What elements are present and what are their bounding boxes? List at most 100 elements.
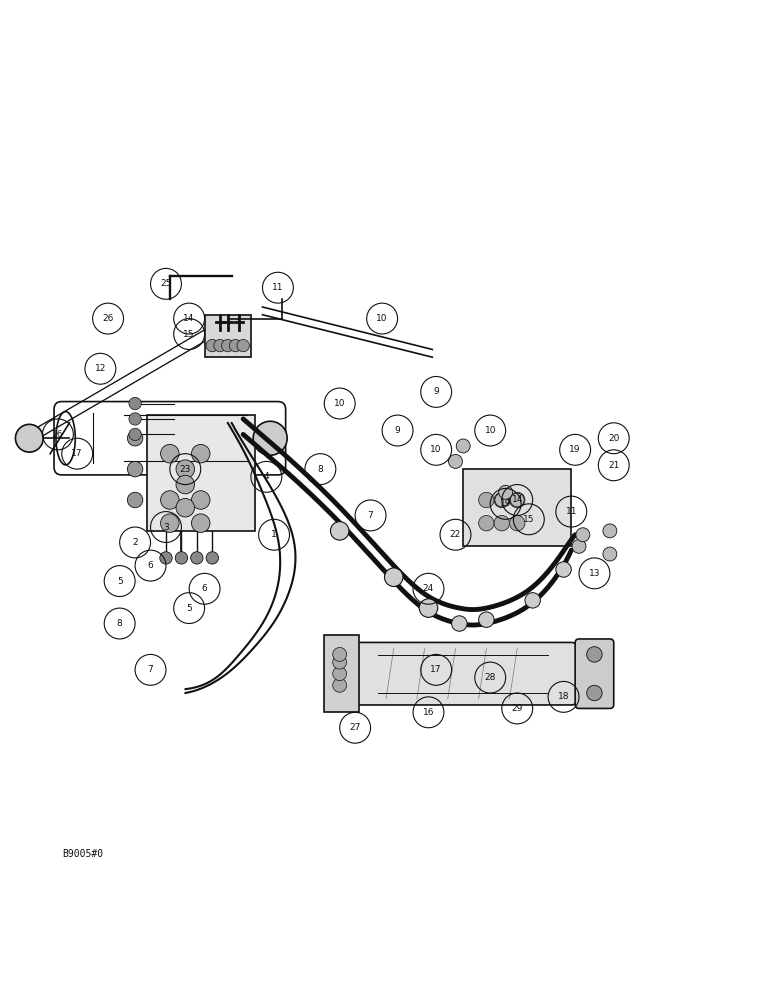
Text: 10: 10 — [431, 445, 442, 454]
Circle shape — [191, 514, 210, 532]
Circle shape — [556, 562, 571, 577]
Circle shape — [587, 647, 602, 662]
Circle shape — [176, 475, 195, 494]
FancyBboxPatch shape — [575, 639, 614, 708]
Text: 27: 27 — [350, 723, 361, 732]
Text: 19: 19 — [500, 499, 511, 508]
Text: 11: 11 — [273, 283, 283, 292]
Text: B9005#0: B9005#0 — [62, 849, 103, 859]
Text: 6: 6 — [147, 561, 154, 570]
Circle shape — [127, 492, 143, 508]
Circle shape — [603, 524, 617, 538]
Circle shape — [479, 492, 494, 508]
Circle shape — [191, 491, 210, 509]
Circle shape — [191, 444, 210, 463]
Text: 15: 15 — [184, 330, 195, 339]
Circle shape — [176, 498, 195, 517]
Text: 25: 25 — [161, 279, 171, 288]
Circle shape — [161, 491, 179, 509]
Circle shape — [330, 522, 349, 540]
Text: 7: 7 — [147, 665, 154, 674]
Text: 13: 13 — [589, 569, 600, 578]
Circle shape — [510, 493, 524, 507]
Circle shape — [495, 493, 509, 507]
Text: 12: 12 — [95, 364, 106, 373]
Circle shape — [333, 667, 347, 681]
Circle shape — [160, 552, 172, 564]
Text: 8: 8 — [117, 619, 123, 628]
Circle shape — [129, 428, 141, 441]
Text: 14: 14 — [184, 314, 195, 323]
Circle shape — [494, 515, 510, 531]
FancyBboxPatch shape — [349, 642, 577, 705]
Text: 6: 6 — [201, 584, 208, 593]
Circle shape — [479, 515, 494, 531]
Text: 2: 2 — [132, 538, 138, 547]
Circle shape — [449, 454, 462, 468]
Circle shape — [206, 552, 218, 564]
Circle shape — [499, 485, 513, 499]
Circle shape — [129, 413, 141, 425]
Circle shape — [494, 492, 510, 508]
Circle shape — [572, 539, 586, 553]
Circle shape — [127, 461, 143, 477]
Text: 10: 10 — [334, 399, 345, 408]
FancyBboxPatch shape — [463, 469, 571, 546]
Text: 15: 15 — [523, 515, 534, 524]
Circle shape — [384, 568, 403, 586]
Circle shape — [129, 397, 141, 410]
Text: 14: 14 — [512, 495, 523, 504]
FancyBboxPatch shape — [205, 315, 251, 357]
Circle shape — [161, 514, 179, 532]
Text: 10: 10 — [377, 314, 388, 323]
FancyBboxPatch shape — [147, 415, 255, 531]
Circle shape — [576, 528, 590, 542]
Circle shape — [479, 612, 494, 627]
Text: 16: 16 — [52, 430, 63, 439]
Circle shape — [587, 685, 602, 701]
Circle shape — [333, 678, 347, 692]
Text: 24: 24 — [423, 584, 434, 593]
Circle shape — [333, 647, 347, 661]
Circle shape — [237, 339, 249, 352]
Text: 11: 11 — [566, 507, 577, 516]
Circle shape — [253, 421, 287, 455]
Circle shape — [456, 439, 470, 453]
Circle shape — [603, 547, 617, 561]
Circle shape — [191, 552, 203, 564]
Circle shape — [206, 339, 218, 352]
Text: 26: 26 — [103, 314, 113, 323]
Circle shape — [222, 339, 234, 352]
Text: 8: 8 — [317, 465, 323, 474]
Text: 20: 20 — [608, 434, 619, 443]
Text: 29: 29 — [512, 704, 523, 713]
Circle shape — [176, 460, 195, 478]
Circle shape — [127, 431, 143, 446]
Text: 5: 5 — [186, 604, 192, 613]
Circle shape — [175, 552, 188, 564]
Text: 10: 10 — [485, 426, 496, 435]
Text: 4: 4 — [263, 472, 269, 481]
Text: 1: 1 — [271, 530, 277, 539]
Text: 22: 22 — [450, 530, 461, 539]
Text: 17: 17 — [431, 665, 442, 674]
Text: 21: 21 — [608, 461, 619, 470]
Text: 18: 18 — [558, 692, 569, 701]
Circle shape — [510, 515, 525, 531]
Text: 7: 7 — [367, 511, 374, 520]
Text: 9: 9 — [394, 426, 401, 435]
Text: 16: 16 — [423, 708, 434, 717]
Circle shape — [333, 655, 347, 669]
Circle shape — [15, 424, 43, 452]
Text: 23: 23 — [180, 465, 191, 474]
Text: 3: 3 — [163, 523, 169, 532]
Circle shape — [229, 339, 242, 352]
Circle shape — [161, 444, 179, 463]
Circle shape — [452, 616, 467, 631]
Text: 5: 5 — [117, 577, 123, 586]
FancyBboxPatch shape — [324, 635, 359, 712]
Text: 17: 17 — [72, 449, 83, 458]
Text: 28: 28 — [485, 673, 496, 682]
Text: 9: 9 — [433, 387, 439, 396]
Circle shape — [510, 492, 525, 508]
